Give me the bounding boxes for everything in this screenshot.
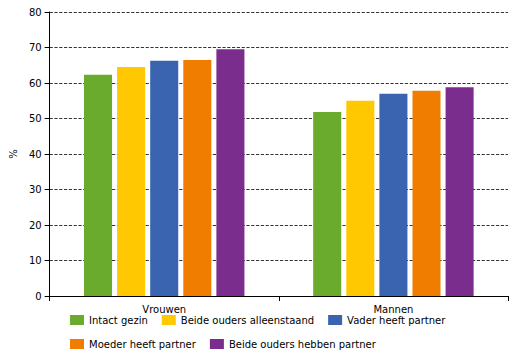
svg-text:70: 70 [29, 42, 42, 53]
svg-text:50: 50 [29, 113, 42, 124]
svg-text:Mannen: Mannen [373, 304, 413, 315]
svg-text:0: 0 [35, 291, 41, 302]
svg-text:20: 20 [29, 220, 42, 231]
svg-text:Beide ouders hebben partner: Beide ouders hebben partner [229, 339, 377, 350]
svg-text:Vader heeft partner: Vader heeft partner [347, 315, 446, 326]
svg-text:80: 80 [29, 7, 42, 18]
svg-text:Vrouwen: Vrouwen [142, 304, 186, 315]
svg-text:30: 30 [29, 184, 42, 195]
svg-text:%: % [8, 149, 19, 159]
svg-text:10: 10 [29, 255, 42, 266]
svg-text:Intact gezin: Intact gezin [89, 315, 148, 326]
svg-text:Moeder heeft partner: Moeder heeft partner [89, 339, 197, 350]
svg-text:40: 40 [29, 149, 42, 160]
svg-text:60: 60 [29, 78, 42, 89]
svg-text:Beide ouders alleenstaand: Beide ouders alleenstaand [181, 315, 314, 326]
